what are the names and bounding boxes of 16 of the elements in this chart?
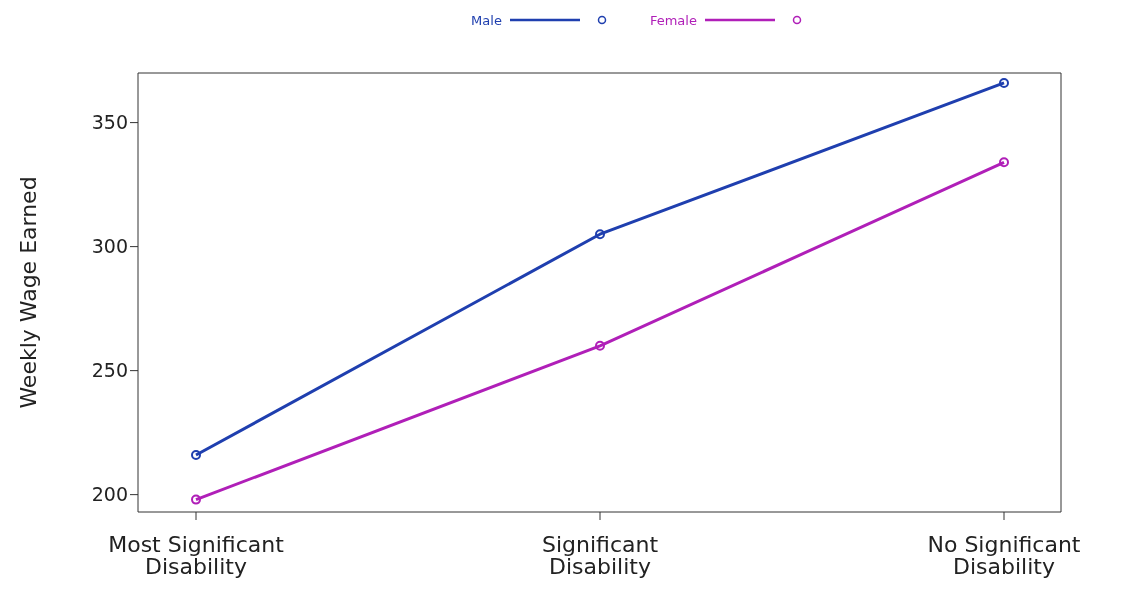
y-axis-title: Weekly Wage Earned (15, 176, 41, 409)
point (191, 449, 201, 460)
text: Male (471, 12, 502, 28)
x-tick-label: Significant Disability (541, 531, 659, 579)
text: Female (649, 12, 697, 28)
point (595, 340, 605, 351)
point (595, 229, 605, 240)
x-tick-label: Most Significant Disability (108, 531, 285, 579)
y-tick-label: 300 (91, 235, 128, 258)
point (999, 77, 1009, 88)
y-tick-label: 250 (91, 359, 128, 382)
point (999, 157, 1009, 168)
y-tick-label: 200 (91, 483, 128, 506)
x-tick-label: No Significant Disability (927, 531, 1081, 579)
y-tick-label: 350 (91, 111, 128, 134)
point (191, 494, 201, 505)
